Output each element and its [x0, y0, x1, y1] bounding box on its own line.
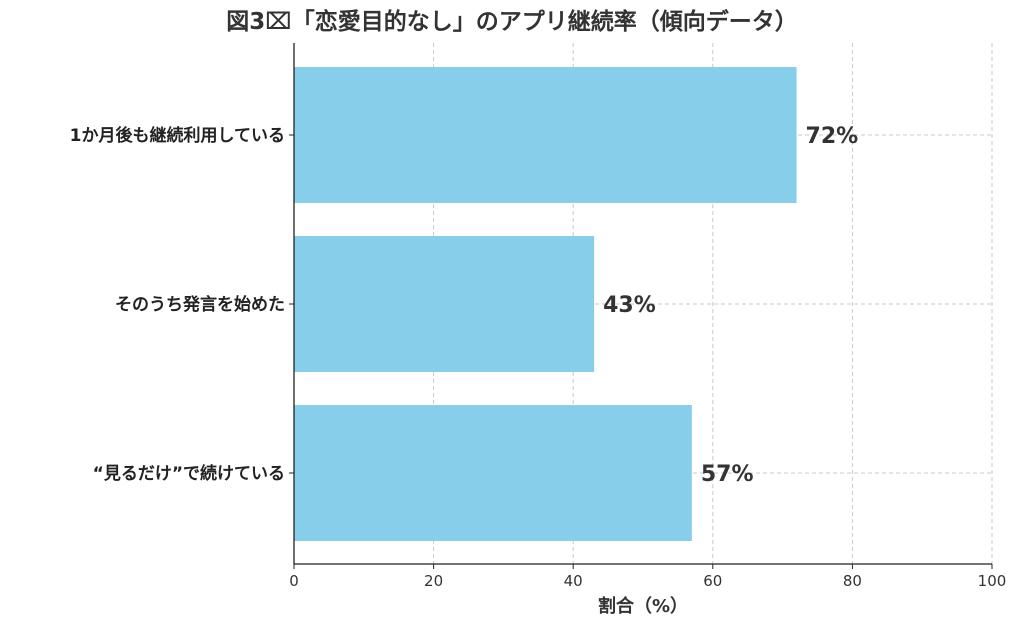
x-tick-label: 20	[424, 572, 443, 590]
bars	[294, 67, 797, 541]
value-label: 57%	[701, 462, 754, 487]
x-tick-label: 60	[703, 572, 722, 590]
value-labels: 72% 43% 57%	[603, 124, 858, 487]
x-tick-label: 0	[289, 572, 299, 590]
x-ticks: 0 20 40 60 80 100	[289, 564, 1006, 590]
category-label: “見るだけ”で続けている	[93, 463, 285, 484]
bar	[294, 67, 797, 203]
chart-title: 図3⌧「恋愛目的なし」のアプリ継続率（傾向データ）	[226, 9, 798, 35]
bar	[294, 236, 595, 372]
x-tick-label: 100	[978, 572, 1007, 590]
value-label: 43%	[603, 293, 656, 318]
category-label: そのうち発言を始めた	[115, 294, 285, 315]
bar	[294, 405, 692, 541]
value-label: 72%	[806, 124, 859, 149]
x-axis-title: 割合（%）	[598, 595, 688, 617]
x-tick-label: 80	[843, 572, 862, 590]
category-label: 1か月後も継続利用している	[70, 125, 285, 146]
x-tick-label: 40	[564, 572, 583, 590]
